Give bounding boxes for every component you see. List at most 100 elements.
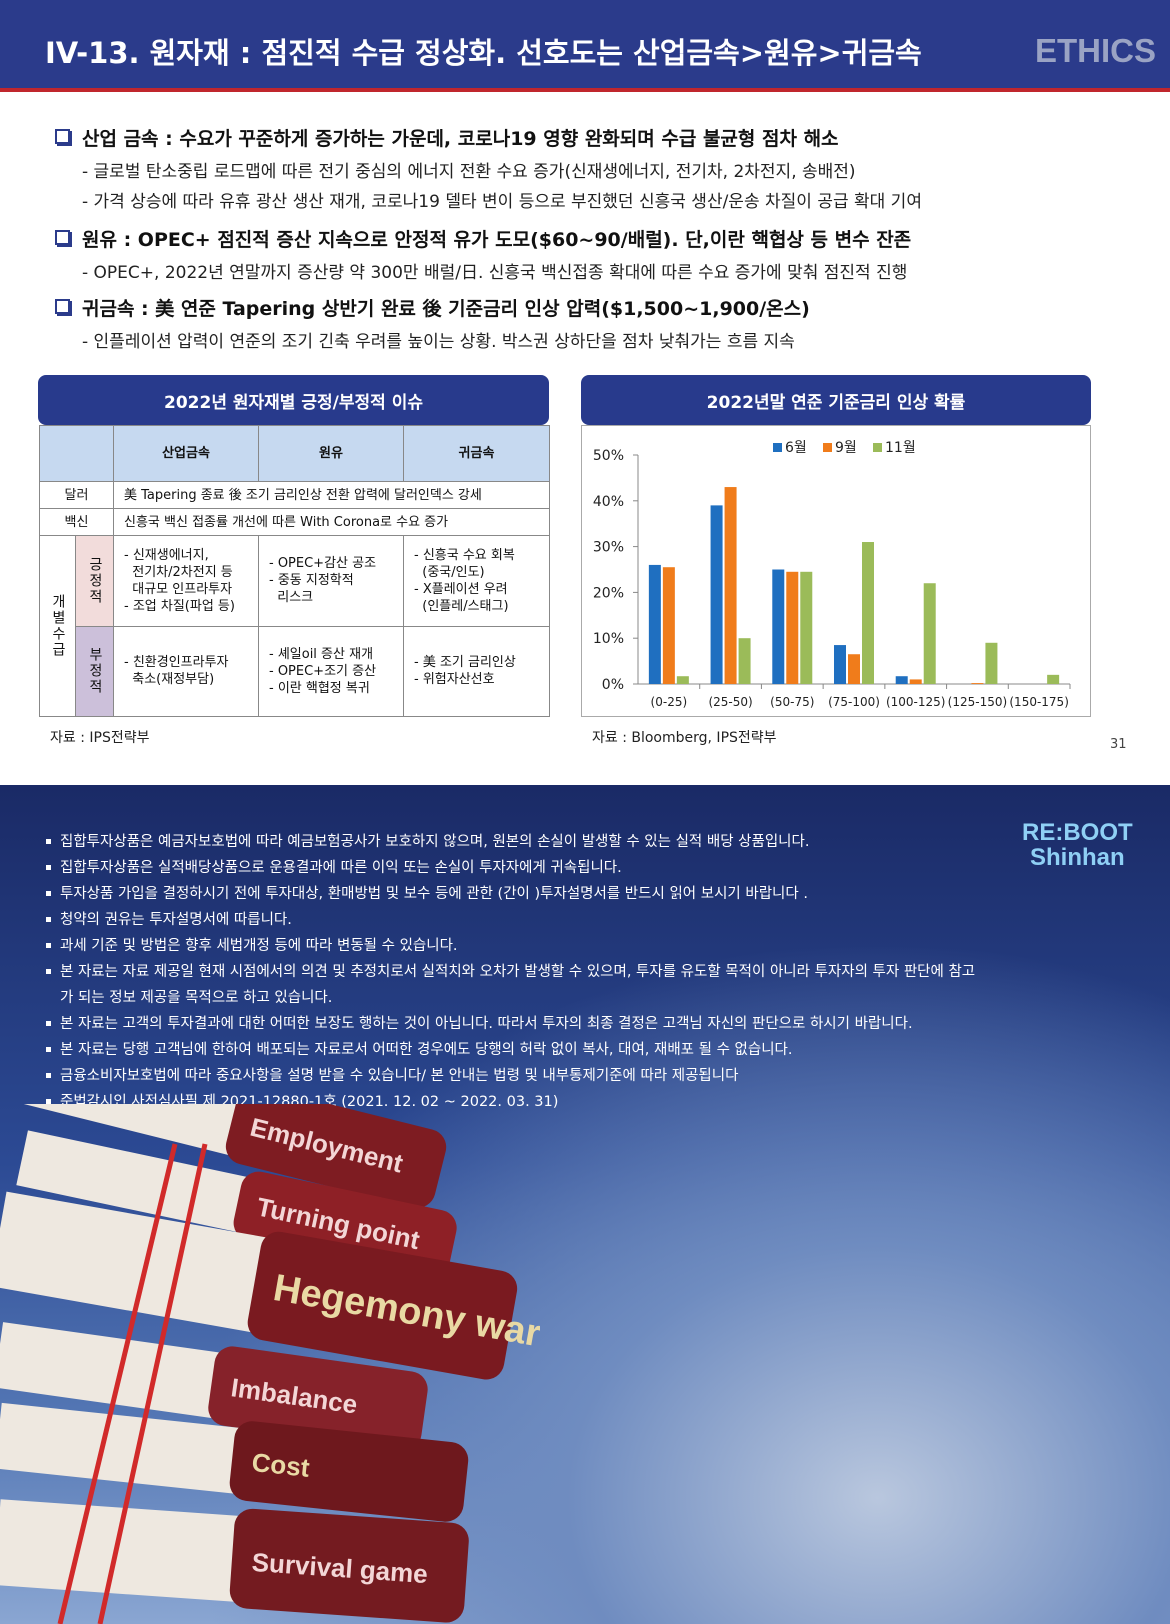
bar [772,569,785,684]
x-tick-label: (25-50) [708,695,752,709]
cell-line: - 중동 지정학적 [269,573,354,589]
cell-line: - 美 조기 금리인상 [414,655,516,671]
bullet-heading: 산업 금속 : 수요가 꾸준하게 증가하는 가운데, 코로나19 영향 완화되며… [55,124,839,151]
row: 달러 美 Tapering 종료 後 조기 금리인상 전환 압력에 달러인덱스 강… [39,481,550,509]
logo-line: RE:BOOT [1022,819,1133,846]
bar [724,487,737,684]
cell: - OPEC+감산 공조 - 중동 지정학적 리스크 [258,535,404,627]
x-tick-label: (75-100) [828,695,880,709]
x-tick-label: (50-75) [770,695,814,709]
bar [710,505,723,684]
book-spine [247,1231,518,1380]
bar [786,571,799,684]
ladder-rail [97,1143,208,1624]
y-tick-label: 50% [593,448,624,464]
book-spine [229,1508,469,1623]
bullet-heading: 귀금속 : 美 연준 Tapering 상반기 완료 後 기준금리 인상 압력(… [55,294,810,321]
group-row: 부정적 - 친환경인프라투자 축소(재정부담) - 셰일oil 증산 재개 - OPE… [40,625,550,717]
row-text: 美 Tapering 종료 後 조기 금리인상 전환 압력에 달러인덱스 강세 [113,481,550,509]
disclaimer-item: 본 자료는 고객의 투자결과에 대한 어떠한 보장도 행하는 것이 아닙니다. … [46,1011,980,1037]
cell-line: - 조업 차질(파업 등) [124,598,235,614]
bar [676,676,689,684]
table-title: 2022년 원자재별 긍정/부정적 이슈 [38,375,549,425]
cell-line: (중국/인도) [414,564,485,580]
disclaimer-item: 본 자료는 자료 제공일 현재 시점에서의 의견 및 추정치로서 실적치와 오차… [46,959,980,1011]
bullet-heading: 원유 : OPEC+ 점진적 증산 지속으로 안정적 유가 도모($60~90/… [54,225,911,252]
cell-line: 리스크 [269,590,314,606]
book-pages [0,1322,238,1421]
column-header: 귀금속 [403,425,550,482]
cell-line: 대규모 인프라투자 [124,581,233,597]
disclaimer-item: 투자상품 가입을 결정하시기 전에 투자대상, 환매방법 및 보수 등에 관한 … [46,881,980,907]
book: Hegemony war [0,1191,540,1380]
book-pages [0,1191,289,1336]
disclaimer-item: 집합투자상품은 예금자보호법에 따라 예금보험공사가 보호하지 않으며, 원본의… [46,829,980,855]
bar [862,542,874,684]
cell: - 美 조기 금리인상 - 위험자산선호 [403,625,550,717]
logo-line: Shinhan [1030,844,1125,871]
chart: 0% 10% 20% 30% 40% 50% (0-25) (25-50) (50-75) (75… [581,425,1091,717]
book-spine [225,1104,447,1208]
cell-line: - 신흥국 수요 회복 [414,547,515,563]
y-tick-label: 40% [593,494,624,510]
chart-source: 자료 : Bloomberg, IPS전략부 [592,730,777,746]
header-row: 산업금속 원유 귀금속 [39,425,550,482]
sub-label: 부정적 [75,625,114,717]
y-tick-label: 30% [593,540,624,556]
y-tick-label: 20% [593,585,624,601]
cell: - 친환경인프라투자 축소(재정부담) [113,625,259,717]
cell-line: - 신재생에너지, [124,547,209,563]
bar [800,571,813,684]
bar [1047,674,1060,684]
bar [834,645,846,684]
row: 백신 신흥국 백신 접종률 개선에 따른 With Corona로 수요 증가 [39,508,550,536]
disclaimer-list: 집합투자상품은 예금자보호법에 따라 예금보험공사가 보호하지 않으며, 원본의… [46,829,980,1115]
cell-line: (인플레/스태그) [414,598,509,614]
disclaimer-item: 본 자료는 당행 고객님에 한하여 배포되는 자료로서 어떠한 경우에도 당행의… [46,1037,980,1063]
x-tick-label: (125-150) [948,695,1008,709]
cell: - 신흥국 수요 회복 (중국/인도) - X플레이션 우려 (인플레/스태그) [403,535,550,627]
cell-line: - 친환경인프라투자 [124,655,229,671]
bar [895,676,908,684]
cell-line: - X플레이션 우려 [414,581,508,597]
y-tick-label: 10% [593,631,624,647]
bullet-item: - 인플레이션 압력이 연준의 조기 긴축 우려를 높이는 상황. 박스권 상하… [82,332,795,352]
x-tick-label: (0-25) [651,695,688,709]
corner [39,425,114,482]
bar [971,683,984,684]
bullet-item: - 글로벌 탄소중립 로드맵에 따른 전기 중심의 에너지 전환 수요 증가(신… [82,162,856,182]
bar [662,567,675,684]
cell-line: 축소(재정부담) [124,672,215,688]
cell-line: - 이란 핵협정 복귀 [269,680,370,696]
book-pages [0,1499,259,1604]
group-label: 개별수급 [39,535,76,717]
bar [738,638,751,684]
bullet-item: - OPEC+, 2022년 연말까지 증산량 약 300만 배럴/日. 신흥국… [82,263,908,283]
x-tick-label: (100-125) [886,695,946,709]
column-header: 원유 [258,425,404,482]
page-number: 31 [1110,737,1127,752]
cell-line: - OPEC+감산 공조 [269,556,377,572]
legend-label: 11월 [885,440,916,456]
row-label: 달러 [39,481,114,509]
logo: RE:BOOT Shinhan [1022,820,1133,870]
header-brand: ETHICS [1034,32,1156,69]
disclaimer-item: 청약의 권유는 투자설명서에 따릅니다. [46,907,980,933]
legend-swatch [873,443,882,452]
legend-label: 9월 [835,440,857,456]
legend-swatch [823,443,832,452]
book-spine [229,1421,469,1522]
book-label: Cost [250,1447,311,1483]
disclaimer-item: 집합투자상품은 실적배당상품으로 운용결과에 따른 이익 또는 손실이 투자자에… [46,855,980,881]
issue-table: 산업금속 원유 귀금속 달러 美 Tapering 종료 後 조기 금리인상 전환 압력… [39,425,550,717]
bar [909,679,922,684]
table-box: 산업금속 원유 귀금속 달러 美 Tapering 종료 後 조기 금리인상 전환 압력… [39,425,550,717]
cell: - 신재생에너지, 전기차/2차전지 등 대규모 인프라투자 - 조업 차질(파업… [113,535,259,627]
column-header: 산업금속 [113,425,259,482]
ladder-rail [57,1143,178,1624]
row-label: 백신 [39,508,114,536]
sub-label: 긍정적 [75,535,114,627]
x-tick-label: (150-175) [1009,695,1069,709]
